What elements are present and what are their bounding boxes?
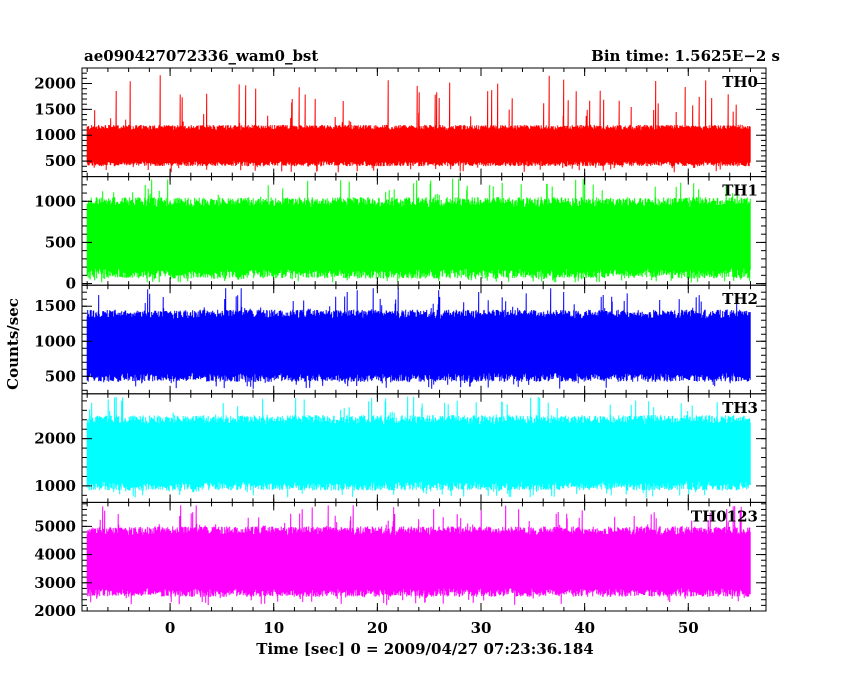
y-tick-label: 1000 <box>34 477 76 495</box>
y-tick-label: 500 <box>45 233 76 251</box>
x-axis-label: Time [sec] 0 = 2009/04/27 07:23:36.184 <box>256 640 593 658</box>
y-tick-label: 500 <box>45 152 76 170</box>
y-tick-label: 2000 <box>34 430 76 448</box>
panel-th0123: 2000 3000 4000 5000 TH0123 <box>34 501 767 620</box>
x-tick-label: 40 <box>574 619 595 637</box>
x-tick-label: 50 <box>678 619 699 637</box>
x-tick-label: 10 <box>263 619 284 637</box>
panel-label-th0123: TH0123 <box>691 507 758 525</box>
x-tick-label: 20 <box>367 619 388 637</box>
y-tick-label: 2000 <box>34 602 76 620</box>
x-tick-label: 30 <box>471 619 492 637</box>
series-th2-trace <box>86 288 751 389</box>
panel-label-th3: TH3 <box>722 399 758 417</box>
panel-th2: 500 1000 1500 TH2 <box>34 284 767 395</box>
y-tick-label: 3000 <box>34 574 76 592</box>
series-th3-trace <box>86 396 751 498</box>
y-tick-label: 500 <box>45 367 76 385</box>
y-tick-label: 0 <box>66 275 76 293</box>
y-tick-label: 1500 <box>34 297 76 315</box>
chart-title-left: ae090427072336_wam0_bst <box>84 47 318 65</box>
x-tick-label: 0 <box>165 619 175 637</box>
y-tick-label: 1000 <box>34 192 76 210</box>
series-th0123-trace <box>86 505 751 606</box>
panels-group: 500 1000 1500 2000 TH0 0 500 1000 TH1 500 1000 1500… <box>34 67 767 620</box>
series-th1-trace <box>86 178 751 283</box>
panel-th1: 0 500 1000 TH1 <box>34 176 767 293</box>
panel-th0: 500 1000 1500 2000 TH0 <box>34 67 767 178</box>
y-tick-label: 5000 <box>34 517 76 535</box>
y-tick-label: 1500 <box>34 100 76 118</box>
panel-frame <box>81 501 767 612</box>
panel-label-th2: TH2 <box>722 290 758 308</box>
panel-label-th0: TH0 <box>722 73 758 91</box>
y-tick-label: 1000 <box>34 332 76 350</box>
x-axis-ticks: 0 10 20 30 40 50 <box>165 619 699 637</box>
y-tick-label: 2000 <box>34 75 76 93</box>
series-th0-trace <box>86 75 751 173</box>
panel-label-th1: TH1 <box>722 182 758 200</box>
chart-title-right: Bin time: 1.5625E−2 s <box>591 47 780 65</box>
y-tick-label: 4000 <box>34 546 76 564</box>
y-tick-label: 1000 <box>34 126 76 144</box>
panel-th3: 1000 2000 TH3 <box>34 393 767 503</box>
y-axis-label: Counts/sec <box>4 298 22 390</box>
